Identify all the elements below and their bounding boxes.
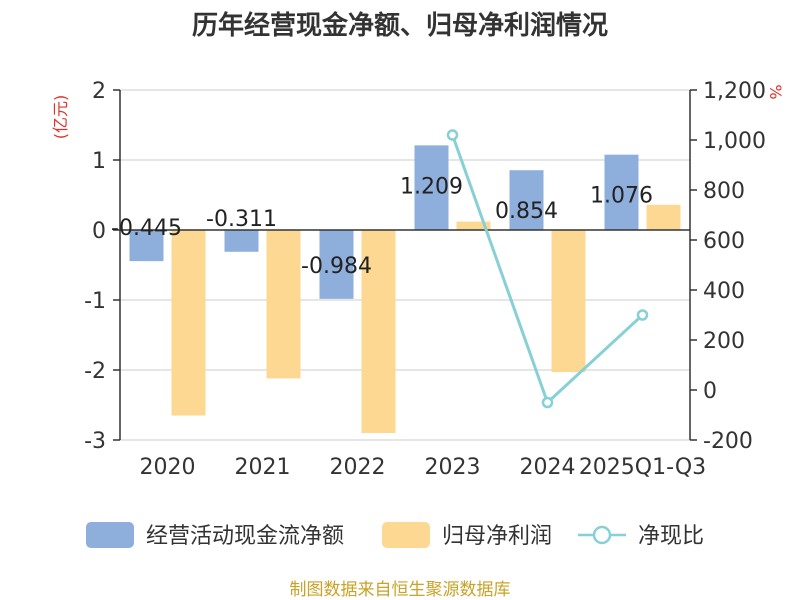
left-axis-unit: (亿元) [51,95,70,140]
legend-cashflow-swatch [86,522,134,548]
right-tick-label: 1,200 [703,79,766,104]
cashflow-value-label: 1.209 [400,174,463,199]
left-tick-label: 2 [92,79,106,104]
category-label: 2024 [520,455,576,480]
right-tick-label: 800 [703,179,745,204]
right-tick-label: 0 [703,379,717,404]
ratio-line [446,129,649,409]
left-tick-label: -3 [84,429,106,454]
cashflow-value-label: 0.854 [495,199,558,224]
net-profit-bar [646,204,681,230]
category-label: 2020 [140,455,196,480]
left-tick-label: 1 [92,149,106,174]
net-profit-bar [456,221,491,230]
cashflow-bar [414,145,449,230]
category-label: 2022 [330,455,386,480]
legend: 经营活动现金流净额 归母净利润 净现比 [86,522,704,549]
bars [129,145,681,433]
net-profit-bar [361,230,396,433]
category-label: 2021 [235,455,291,480]
left-tick-label: 0 [92,219,106,244]
grid-lines [120,89,690,441]
legend-ratio-marker [592,525,612,545]
right-tick-label: 600 [703,229,745,254]
cashflow-bar [129,230,164,262]
right-tick-label: -200 [703,429,753,454]
net-profit-bar [171,230,206,416]
right-tick-label: 1,000 [703,129,766,154]
legend-label: 净现比 [638,524,704,549]
ratio-point [446,129,459,141]
chart-title: 历年经营现金净额、归母净利润情况 [192,10,608,41]
right-tick-label: 400 [703,279,745,304]
cashflow-bar [509,170,544,230]
net-profit-bar [266,230,301,379]
right-tick-label: 200 [703,329,745,354]
category-label: 2023 [425,455,481,480]
category-label: 2025Q1-Q3 [579,455,706,480]
right-axis-unit: % [766,84,785,99]
ratio-point [636,309,649,321]
legend-label: 归母净利润 [442,524,552,549]
axes: -3 -2 -1 0 1 2 -200 0 200 400 600 800 1,000 1,200 2020… [84,79,766,480]
left-tick-label: -1 [84,289,106,314]
data-labels: -0.445 -0.311 -0.984 1.209 0.854 1.076 [111,174,653,279]
left-tick-label: -2 [84,359,106,384]
legend-net-profit-swatch [382,522,430,548]
source-note: 制图数据来自恒生聚源数据库 [290,580,511,600]
cashflow-value-label: 1.076 [590,184,653,209]
ratio-point [541,396,554,409]
cashflow-bar [319,230,354,299]
legend-label: 经营活动现金流净额 [146,524,344,549]
cashflow-value-label: -0.445 [111,216,182,241]
net-profit-bar [551,230,586,373]
cashflow-value-label: -0.984 [301,254,372,279]
cashflow-value-label: -0.311 [206,207,277,232]
cashflow-bar [604,154,639,230]
cashflow-bar [224,230,259,252]
